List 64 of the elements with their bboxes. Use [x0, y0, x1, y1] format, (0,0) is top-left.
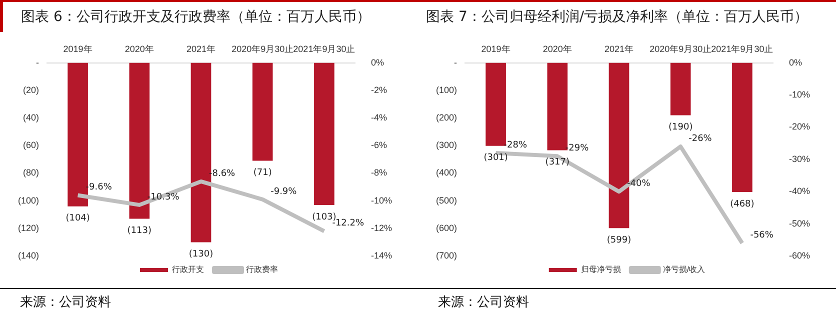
- source-note: 来源：公司资料: [0, 288, 418, 311]
- x-tick-label: 2020年: [542, 44, 572, 54]
- y-tick-label: (300): [436, 140, 458, 150]
- x-tick-label: 2019年: [481, 44, 510, 54]
- legend-label: 净亏损/收入: [662, 265, 706, 274]
- y2-tick-label: 0%: [788, 57, 802, 68]
- data-label: (468): [730, 199, 754, 210]
- data-label: -28%: [504, 140, 528, 150]
- x-tick-label: 2021年9月30止: [293, 44, 356, 54]
- y2-tick-label: 0%: [370, 57, 384, 68]
- data-label: -29%: [565, 144, 590, 154]
- y2-tick-label: -14%: [370, 250, 392, 260]
- data-label: -40%: [627, 178, 651, 189]
- y-tick-label: (100): [436, 84, 458, 95]
- data-label: -9.9%: [270, 186, 298, 197]
- data-label: (104): [66, 214, 90, 224]
- x-tick-label: 2020年: [124, 44, 154, 54]
- y-tick-label: (200): [436, 112, 458, 122]
- y2-tick-label: -30%: [788, 154, 810, 164]
- x-tick-label: 2021年: [604, 44, 634, 54]
- y2-tick-label: -50%: [788, 218, 810, 228]
- data-label: (113): [127, 226, 152, 236]
- y-tick-label: (500): [436, 195, 458, 206]
- y-tick-label: (40): [22, 112, 40, 122]
- y2-tick-label: -10%: [788, 89, 810, 100]
- y2-tick-label: -12%: [370, 222, 392, 233]
- x-tick-label: 2020年9月30止: [232, 44, 294, 54]
- x-tick-label: 2019年: [63, 44, 92, 54]
- y2-tick-label: -10%: [370, 195, 392, 206]
- data-label: (130): [188, 250, 214, 260]
- y2-tick-label: -4%: [370, 112, 388, 122]
- y-tick-label: (60): [22, 140, 40, 150]
- legend-label: 归母净亏损: [580, 265, 621, 274]
- y-tick-label: (400): [436, 168, 458, 178]
- y-tick-label: (100): [18, 195, 40, 206]
- chart-title: 图表 6：公司行政开支及行政费率（单位：百万人民币）: [0, 0, 418, 32]
- y2-tick-label: -20%: [788, 122, 810, 132]
- y2-tick-label: -6%: [370, 140, 388, 150]
- data-label: (317): [545, 158, 570, 168]
- y2-tick-label: -40%: [788, 186, 810, 196]
- x-tick-label: 2020年9月30止: [650, 44, 712, 54]
- x-tick-label: 2021年: [186, 44, 216, 54]
- y-tick-label: (140): [18, 250, 40, 260]
- data-label: -56%: [750, 230, 774, 240]
- legend-label: 行政费率: [246, 265, 278, 274]
- y-tick-label: (80): [22, 168, 40, 178]
- y-tick-label: (120): [18, 222, 40, 233]
- legend-label: 行政开支: [172, 265, 204, 274]
- data-label: (190): [668, 122, 693, 133]
- y-tick-label: -: [36, 57, 40, 68]
- data-label: -26%: [688, 134, 712, 144]
- y2-tick-label: -2%: [370, 84, 388, 95]
- data-label: (599): [606, 235, 632, 246]
- y-tick-label: (20): [22, 84, 40, 95]
- chart-title: 图表 7：公司归母经利润/亏损及净利率（单位：百万人民币）: [418, 0, 836, 32]
- x-tick-label: 2021年9月30止: [711, 44, 774, 54]
- data-label: (301): [484, 153, 508, 164]
- y2-tick-label: -8%: [370, 168, 388, 178]
- y-tick-label: (700): [436, 250, 458, 260]
- y-tick-label: -: [454, 57, 458, 68]
- source-note: 来源：公司资料: [418, 288, 836, 311]
- y-tick-label: (600): [436, 222, 458, 233]
- y2-tick-label: -60%: [788, 250, 810, 260]
- data-label: (71): [253, 168, 272, 178]
